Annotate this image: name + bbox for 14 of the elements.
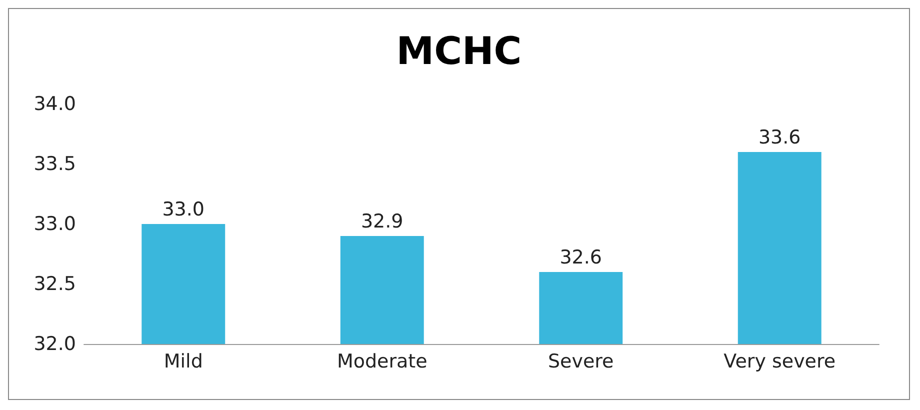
chart-title: MCHC <box>396 29 522 73</box>
x-tick-label: Severe <box>548 350 614 372</box>
data-label: 32.6 <box>560 246 602 268</box>
x-tick-label: Very severe <box>724 350 836 372</box>
data-label: 33.0 <box>162 198 205 220</box>
y-tick-label: 33.0 <box>34 213 76 235</box>
y-tick-label: 32.5 <box>34 273 76 295</box>
data-label: 33.6 <box>758 126 801 148</box>
data-label: 32.9 <box>360 210 404 232</box>
x-tick-label: Moderate <box>336 350 428 372</box>
y-tick-label: 34.0 <box>34 93 76 115</box>
x-tick-label: Mild <box>164 350 203 372</box>
y-tick-label: 33.5 <box>34 153 76 175</box>
y-tick-label: 32.0 <box>34 333 76 355</box>
